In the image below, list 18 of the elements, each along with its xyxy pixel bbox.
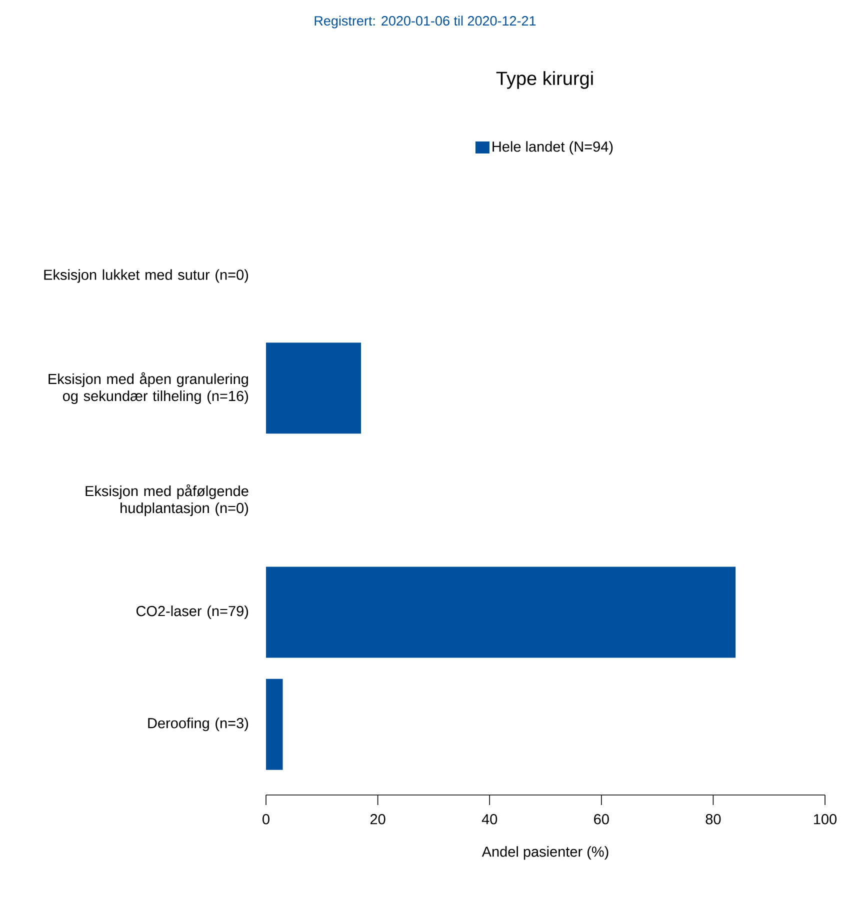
- legend-label: Hele landet (N=94): [492, 141, 613, 155]
- bar: [266, 678, 283, 770]
- x-tick-label: 20: [370, 814, 386, 824]
- chart-subtitle: Registrert: 2020-01-06 til 2020-12-21: [314, 16, 536, 28]
- x-tick-label: 0: [262, 814, 270, 824]
- y-tick-label: Eksisjon med påfølgende hudplantasjon (n=0): [86, 484, 248, 516]
- y-tick-label: Deroofing (n=3): [148, 718, 248, 732]
- y-tick-label: Eksisjon lukket med sutur (n=0): [44, 269, 248, 283]
- x-tick-label: 40: [482, 814, 498, 824]
- x-tick-label: 100: [814, 814, 837, 824]
- x-tick-label: 80: [706, 814, 721, 824]
- y-tick-label: Eksisjon med åpen granulering og sekundær tilheling (n=16): [48, 372, 248, 404]
- x-tick-label: 60: [594, 814, 609, 824]
- y-tick-label: CO2-laser (n=79): [136, 606, 248, 620]
- bar: [266, 342, 362, 434]
- x-axis-title: Andel pasienter (%): [482, 846, 608, 860]
- bar: [266, 566, 736, 658]
- chart-title: Type kirurgi: [496, 71, 593, 89]
